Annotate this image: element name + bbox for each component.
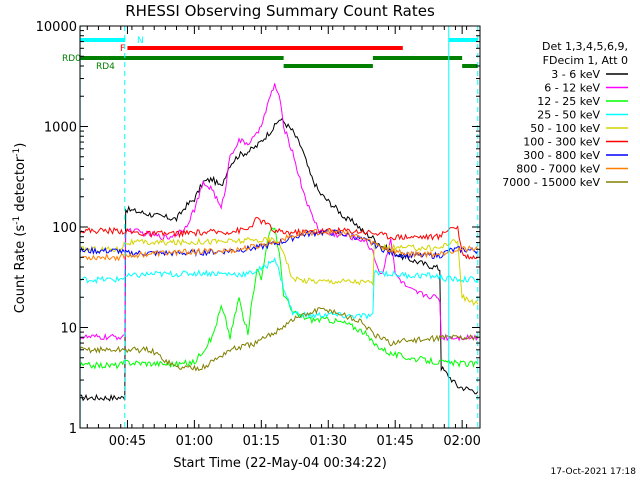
series-line-1 <box>80 117 479 402</box>
legend-header-line-2: FDecim 1, Att 0 <box>543 54 628 67</box>
y-axis-label-end: ) <box>13 143 28 148</box>
x-tick-label: 01:45 <box>376 434 413 449</box>
plot-frame <box>79 25 481 429</box>
x-tick-label: 01:30 <box>310 434 347 449</box>
legend-label-2: 6 - 12 keV <box>544 82 600 95</box>
series-line-9 <box>80 307 479 372</box>
state-bar-f-1 <box>127 46 403 50</box>
y-tick-label: 10 <box>60 322 77 337</box>
state-bar-label-n: N <box>137 36 144 46</box>
y-axis-label-exp1: -1 <box>12 216 22 225</box>
y-axis-label-main: Count Rate (s <box>13 225 28 314</box>
series-layer <box>80 83 479 402</box>
y-tick-label: 10000 <box>36 20 77 35</box>
legend-label-7: 300 - 800 keV <box>523 149 600 162</box>
y-axis-label-exp2: -1 <box>12 148 22 157</box>
legend-label-4: 25 - 50 keV <box>537 109 600 122</box>
series-line-6 <box>80 216 479 260</box>
state-bars: N F RD0 RD4 <box>62 36 478 72</box>
y-axis-label-mid: detector <box>13 156 28 216</box>
legend-label-8: 800 - 7000 keV <box>516 163 600 176</box>
legend-label-6: 100 - 300 keV <box>523 136 600 149</box>
footer-timestamp: 17-Oct-2021 17:18 <box>551 467 637 477</box>
series-line-3 <box>80 226 479 370</box>
x-tick-label: 02:00 <box>443 434 480 449</box>
state-bar-rd0-2 <box>372 56 463 60</box>
legend-label-5: 50 - 100 keV <box>530 122 600 135</box>
state-bar-rd4-1 <box>283 64 373 68</box>
series-line-2 <box>80 83 479 342</box>
state-bar-rd0-1 <box>80 56 284 60</box>
y-tick-label: 1000 <box>44 121 77 136</box>
state-bar-rd4-2 <box>462 64 478 68</box>
legend-label-3: 12 - 25 keV <box>537 95 600 108</box>
state-bar-label-f: F <box>120 44 125 54</box>
series-line-8 <box>80 227 479 262</box>
y-tick-label: 100 <box>52 221 77 236</box>
y-axis-label: Count Rate (s-1 detector-1) <box>12 143 28 314</box>
state-bar-label-rd0: RD0 <box>62 54 81 64</box>
legend-header-line-1: Det 1,3,4,5,6,9, <box>542 40 628 53</box>
x-axis-label: Start Time (22-May-04 00:34:22) <box>173 456 387 471</box>
state-bar-label-rd4: RD4 <box>96 62 115 72</box>
chart-title: RHESSI Observing Summary Count Rates <box>125 2 435 20</box>
state-bar-n-1 <box>80 38 126 42</box>
series-line-4 <box>80 256 479 320</box>
legend-label-1: 3 - 6 keV <box>551 68 600 81</box>
series-line-5 <box>80 236 479 306</box>
x-tick-label: 00:45 <box>109 434 146 449</box>
vertical-markers <box>79 26 479 428</box>
axes: 1 10 100 1000 10000 00:45 01:00 01:15 01:30 01:45… <box>36 20 481 449</box>
state-bar-n-2 <box>448 38 478 42</box>
legend-label-9: 7000 - 15000 keV <box>502 176 600 189</box>
x-tick-label: 01:15 <box>243 434 280 449</box>
x-tick-label: 01:00 <box>176 434 213 449</box>
y-tick-label: 1 <box>69 422 77 437</box>
